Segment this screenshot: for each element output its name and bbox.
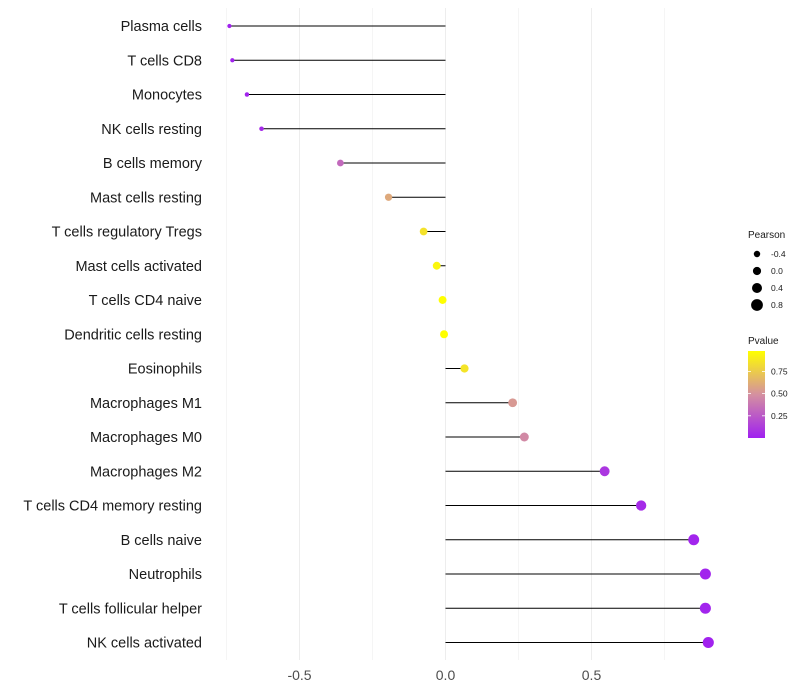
data-point [460,364,469,373]
category-label: Eosinophils [128,362,202,378]
category-label: B cells memory [103,156,203,172]
x-axis-ticks: -0.5 0.0 0.5 [287,667,601,683]
pvalue-legend-label: 0.25 [771,411,788,421]
x-tick-label: 0.0 [436,667,456,683]
category-label: T cells CD4 naive [89,293,202,309]
category-label: NK cells activated [87,636,202,652]
data-point [635,500,647,511]
category-label: T cells CD4 memory resting [23,499,202,515]
pearson-legend-label: -0.4 [771,249,786,259]
pvalue-legend-ticks: 0.75 0.50 0.25 [748,366,788,421]
pearson-legend-key [752,266,762,276]
category-label: Monocytes [132,88,202,104]
category-label: Macrophages M2 [90,464,202,480]
data-point [699,602,711,614]
category-label: Plasma cells [121,19,202,35]
x-tick-label: -0.5 [287,667,311,683]
pearson-legend-label: 0.4 [771,283,783,293]
pearson-legend-key [753,250,761,258]
data-point [702,636,714,649]
data-point [230,58,235,63]
legend: Pearson -0.4 0.0 0.4 0.8 Pvalue 0.75 0.50 0.2… [748,230,788,438]
data-point [337,159,344,167]
data-point [384,193,393,201]
category-label: T cells regulatory Tregs [52,225,202,241]
data-point [699,568,711,580]
pearson-legend-key [752,283,762,293]
pvalue-legend-title: Pvalue [748,336,779,347]
data-point [432,261,441,270]
data-point [227,23,232,29]
data-point [508,398,518,408]
data-point [259,126,264,132]
category-label: B cells naive [121,533,202,549]
gridlines [226,8,665,660]
pearson-legend-label: 0.0 [771,266,783,276]
data-point [688,534,700,546]
data-point [419,227,428,236]
category-label: Mast cells resting [90,190,202,206]
pearson-legend-entries: -0.4 0.0 0.4 0.8 [751,249,786,311]
category-label: Macrophages M0 [90,430,202,446]
data-point [438,296,447,304]
category-labels: Plasma cells T cells CD8 Monocytes NK cells… [23,19,202,652]
category-label: T cells CD8 [127,53,202,69]
x-tick-label: 0.5 [582,667,602,683]
points [227,23,714,649]
pvalue-legend-label: 0.50 [771,389,788,399]
pearson-legend-title: Pearson [748,230,785,241]
pvalue-legend-label: 0.75 [771,366,788,376]
category-label: Dendritic cells resting [64,327,202,343]
category-label: Neutrophils [129,567,202,583]
category-label: Mast cells activated [75,259,202,275]
category-label: NK cells resting [101,122,202,138]
pvalue-colorbar [748,351,765,438]
data-point [519,432,529,442]
data-point [244,92,250,97]
data-point [440,330,449,339]
data-point [599,466,610,477]
pearson-legend-key [751,299,763,311]
category-label: Macrophages M1 [90,396,202,412]
pearson-legend-label: 0.8 [771,300,783,310]
stems [229,25,709,643]
category-label: T cells follicular helper [59,601,202,617]
